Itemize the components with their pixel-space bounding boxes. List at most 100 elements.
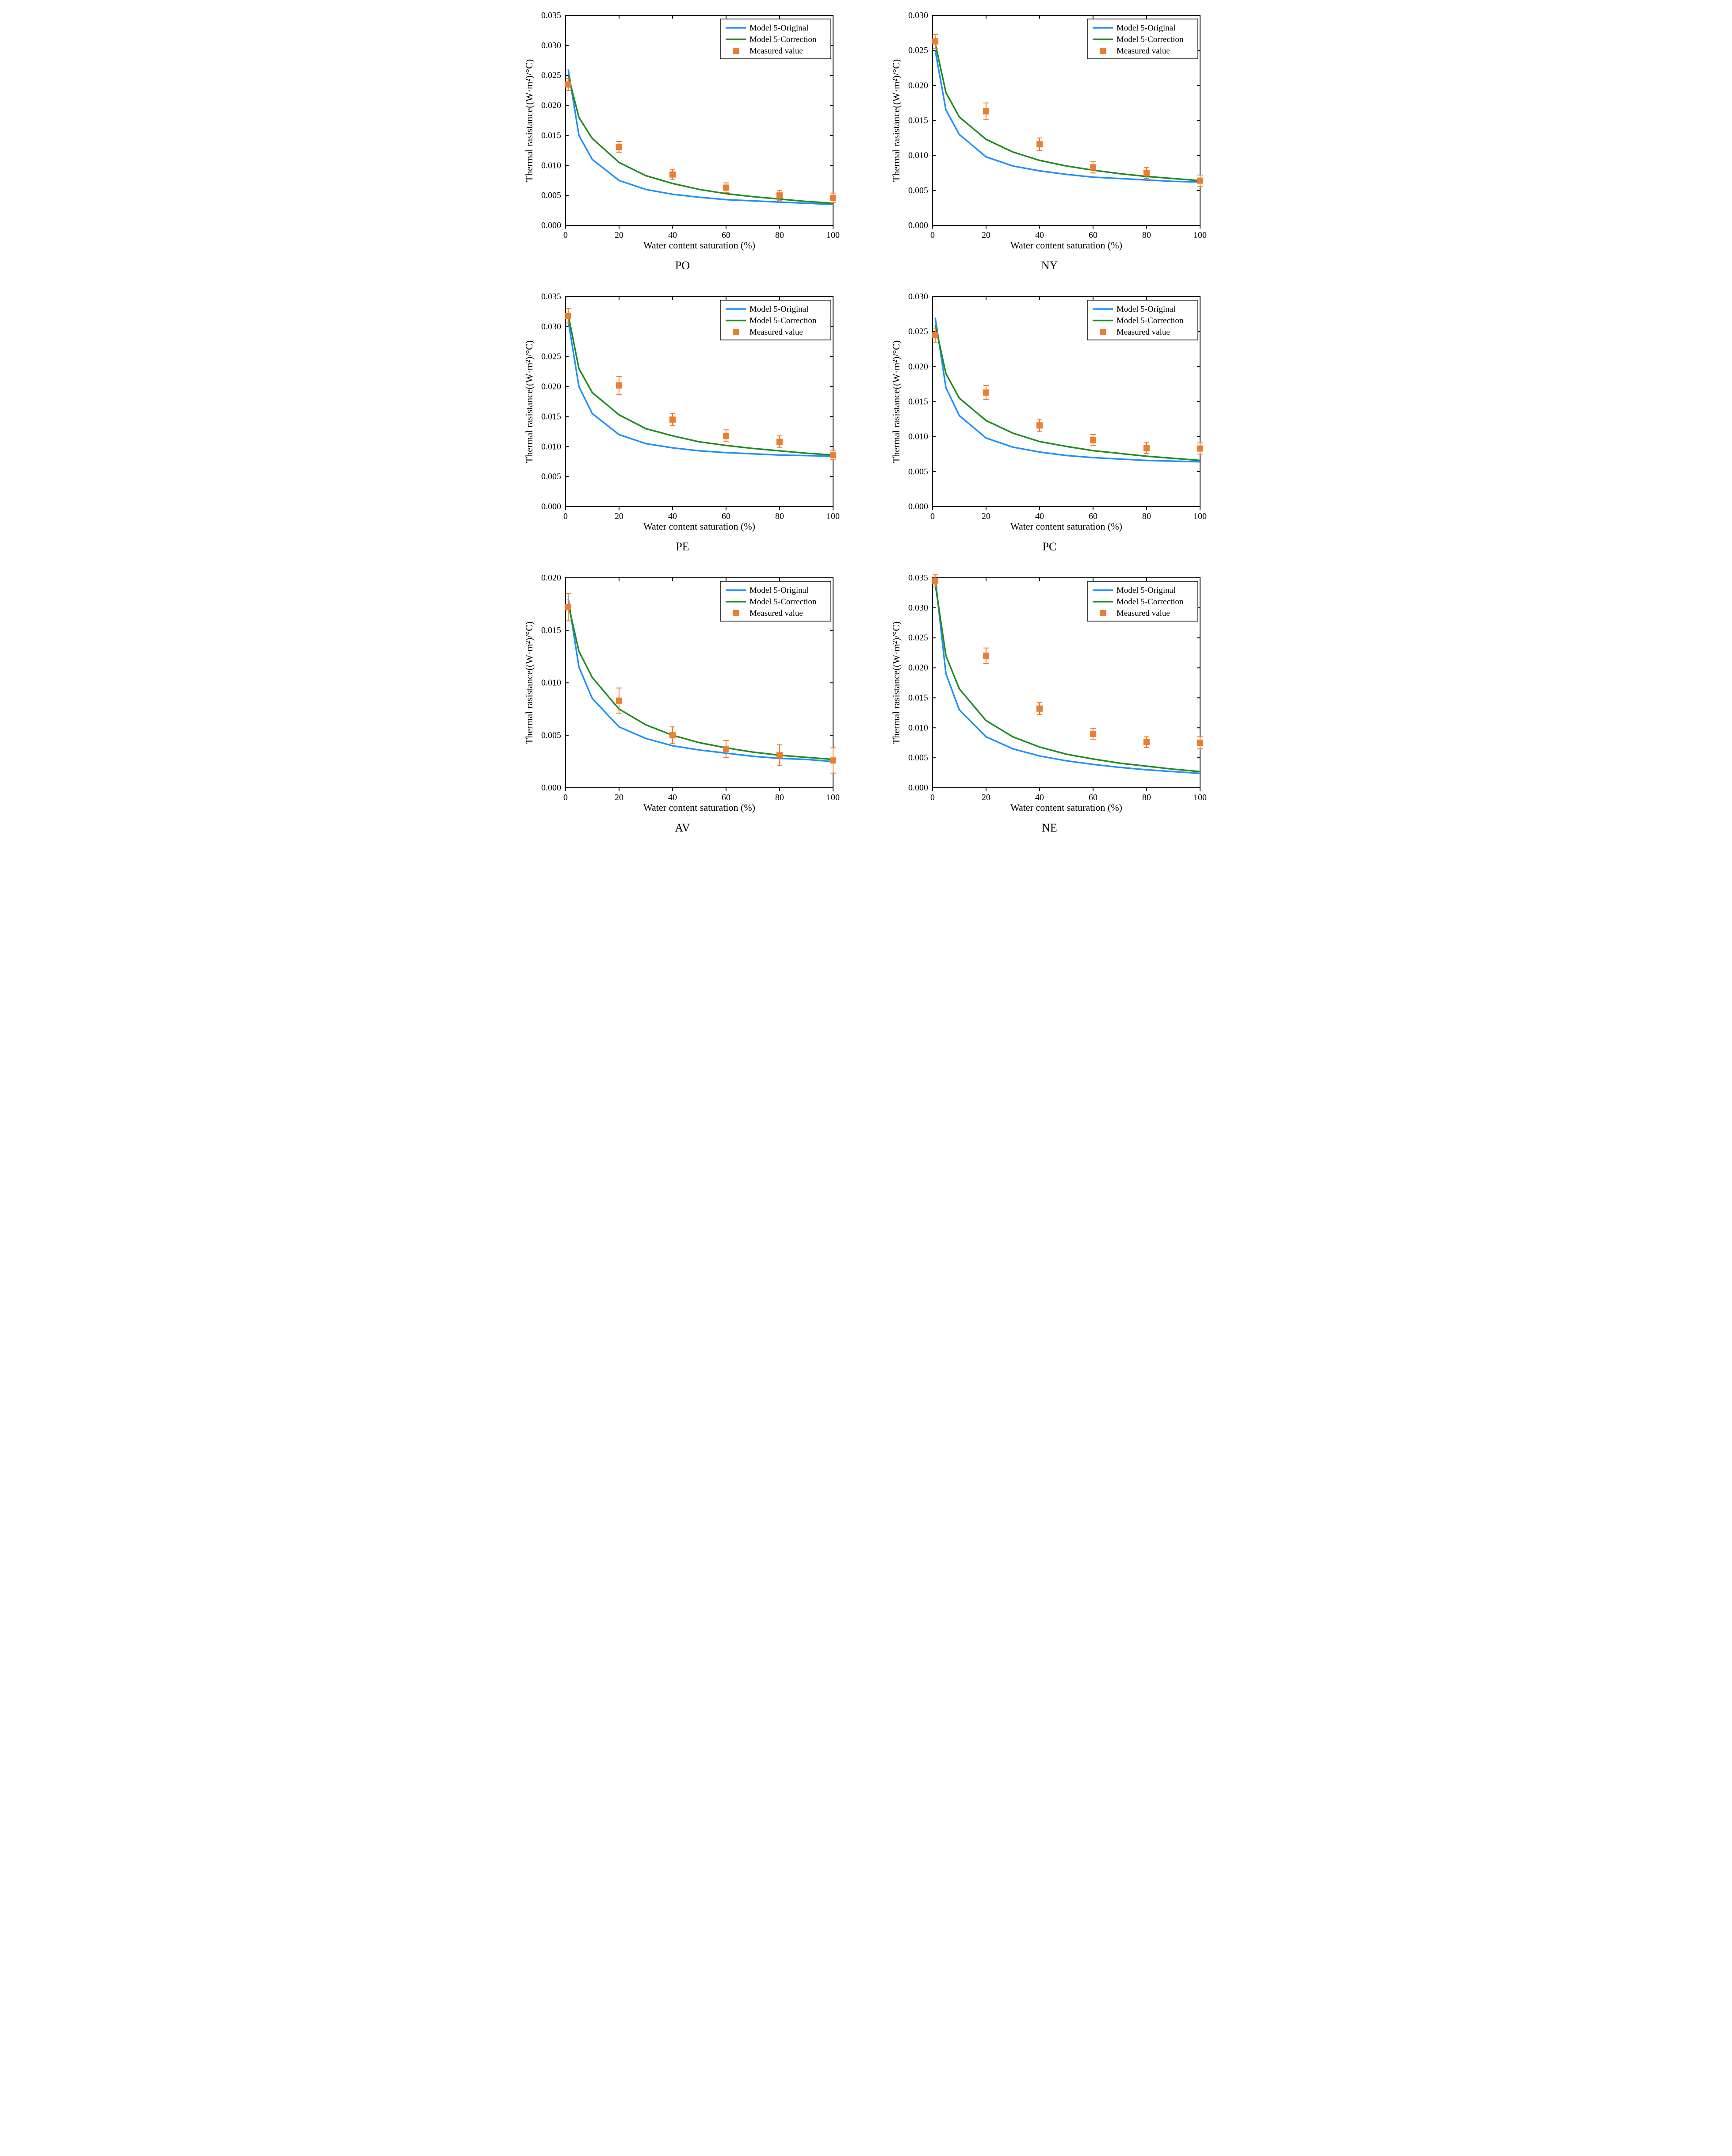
svg-text:40: 40 (668, 793, 677, 802)
svg-text:0.025: 0.025 (541, 352, 561, 362)
svg-text:Model 5-Correction: Model 5-Correction (749, 597, 817, 607)
svg-text:80: 80 (1142, 230, 1151, 240)
svg-text:Water content saturation (%): Water content saturation (%) (1010, 240, 1122, 251)
svg-text:Model 5-Original: Model 5-Original (749, 586, 809, 595)
svg-text:Measured value: Measured value (749, 328, 803, 337)
svg-text:0.030: 0.030 (908, 292, 928, 301)
svg-text:0.030: 0.030 (541, 322, 561, 332)
panel-label: NE (1042, 821, 1057, 835)
svg-text:40: 40 (668, 511, 677, 521)
svg-text:0.030: 0.030 (541, 41, 561, 50)
svg-text:0.015: 0.015 (541, 626, 561, 635)
panel-label: PC (1043, 540, 1057, 553)
svg-text:Water content saturation (%): Water content saturation (%) (643, 521, 755, 532)
svg-text:100: 100 (1193, 511, 1207, 521)
panel-label: PO (675, 259, 690, 272)
svg-text:0.035: 0.035 (908, 573, 928, 583)
svg-text:Model 5-Correction: Model 5-Correction (1116, 316, 1184, 325)
svg-text:0.000: 0.000 (908, 502, 928, 511)
svg-text:0.015: 0.015 (541, 130, 561, 140)
svg-text:0.025: 0.025 (541, 71, 561, 80)
svg-text:20: 20 (982, 230, 990, 240)
svg-text:Thermal rasistance((W·m²)/°C): Thermal rasistance((W·m²)/°C) (524, 340, 535, 463)
svg-text:0: 0 (563, 793, 568, 802)
svg-text:Measured value: Measured value (749, 609, 803, 618)
svg-text:40: 40 (1035, 793, 1044, 802)
svg-text:0: 0 (930, 793, 935, 802)
svg-text:Measured value: Measured value (1116, 328, 1170, 337)
svg-text:60: 60 (1089, 793, 1097, 802)
svg-text:100: 100 (826, 793, 840, 802)
svg-text:0.010: 0.010 (541, 160, 561, 170)
chart-panel-pc: 0204060801000.0000.0050.0100.0150.0200.0… (879, 290, 1220, 553)
svg-text:Model 5-Correction: Model 5-Correction (749, 35, 817, 44)
svg-text:Model 5-Correction: Model 5-Correction (749, 316, 817, 325)
svg-text:100: 100 (826, 511, 840, 521)
svg-text:0: 0 (930, 230, 935, 240)
panel-label: NY (1041, 259, 1058, 272)
svg-text:0.030: 0.030 (908, 11, 928, 20)
svg-text:0.010: 0.010 (541, 678, 561, 688)
svg-text:60: 60 (722, 511, 730, 521)
svg-text:80: 80 (775, 230, 784, 240)
svg-text:20: 20 (615, 230, 623, 240)
svg-text:Model 5-Original: Model 5-Original (1116, 586, 1176, 595)
svg-text:0.005: 0.005 (541, 191, 561, 200)
svg-text:0.035: 0.035 (541, 11, 561, 20)
chart-panel-po: 0204060801000.0000.0050.0100.0150.0200.0… (512, 9, 853, 272)
svg-text:Model 5-Original: Model 5-Original (749, 305, 809, 314)
svg-text:0.020: 0.020 (541, 382, 561, 392)
svg-text:0.005: 0.005 (541, 472, 561, 481)
svg-text:Water content saturation (%): Water content saturation (%) (643, 240, 755, 251)
svg-text:0.025: 0.025 (908, 633, 928, 643)
svg-text:40: 40 (1035, 511, 1044, 521)
svg-text:Measured value: Measured value (1116, 46, 1170, 56)
svg-text:0.005: 0.005 (908, 467, 928, 477)
svg-text:0.000: 0.000 (541, 221, 561, 230)
svg-text:Thermal rasistance((W·m²)/°C): Thermal rasistance((W·m²)/°C) (891, 59, 902, 182)
svg-text:Thermal rasistance((W·m²)/°C): Thermal rasistance((W·m²)/°C) (891, 340, 902, 463)
svg-text:60: 60 (722, 230, 730, 240)
svg-text:0.000: 0.000 (541, 783, 561, 793)
svg-text:0.020: 0.020 (908, 80, 928, 90)
svg-text:Water content saturation (%): Water content saturation (%) (1010, 802, 1122, 813)
svg-text:0.035: 0.035 (541, 292, 561, 301)
svg-text:0.000: 0.000 (541, 502, 561, 511)
svg-text:20: 20 (982, 793, 990, 802)
svg-text:80: 80 (775, 511, 784, 521)
svg-text:80: 80 (1142, 511, 1151, 521)
svg-text:100: 100 (1193, 230, 1207, 240)
svg-text:Thermal rasistance((W·m²)/°C): Thermal rasistance((W·m²)/°C) (524, 59, 535, 182)
chart-panel-pe: 0 20 40 60 80 100 0.000 0.005 0.010 0.015 0.020 0.0… (512, 290, 853, 553)
svg-text:80: 80 (775, 793, 784, 802)
svg-text:0.010: 0.010 (908, 432, 928, 442)
svg-text:20: 20 (615, 793, 623, 802)
svg-text:0.015: 0.015 (541, 412, 561, 421)
svg-text:100: 100 (826, 230, 840, 240)
svg-text:0.015: 0.015 (908, 693, 928, 702)
svg-text:60: 60 (1089, 511, 1097, 521)
svg-text:20: 20 (615, 511, 623, 521)
svg-text:Model 5-Original: Model 5-Original (749, 23, 809, 33)
svg-text:0.025: 0.025 (908, 46, 928, 55)
svg-text:60: 60 (722, 793, 730, 802)
svg-text:0.010: 0.010 (908, 151, 928, 160)
svg-text:0: 0 (563, 511, 568, 521)
chart-panel-ny: 0204060801000.0000.0050.0100.0150.0200.0… (879, 9, 1220, 272)
svg-text:100: 100 (1193, 793, 1207, 802)
chart-panel-av: 0204060801000.0000.0050.0100.0150.020Wat… (512, 571, 853, 835)
svg-text:80: 80 (1142, 793, 1151, 802)
panel-label: PE (676, 540, 689, 553)
svg-text:Model 5-Correction: Model 5-Correction (1116, 35, 1184, 44)
svg-text:0.020: 0.020 (541, 101, 561, 111)
svg-text:60: 60 (1089, 230, 1097, 240)
svg-text:40: 40 (668, 230, 677, 240)
svg-text:0.005: 0.005 (908, 186, 928, 195)
svg-text:40: 40 (1035, 230, 1044, 240)
svg-text:0.020: 0.020 (908, 663, 928, 673)
svg-text:Model 5-Original: Model 5-Original (1116, 305, 1176, 314)
svg-text:0.010: 0.010 (541, 442, 561, 451)
svg-text:Measured value: Measured value (749, 46, 803, 56)
svg-text:0.015: 0.015 (908, 397, 928, 407)
svg-text:0.030: 0.030 (908, 603, 928, 613)
